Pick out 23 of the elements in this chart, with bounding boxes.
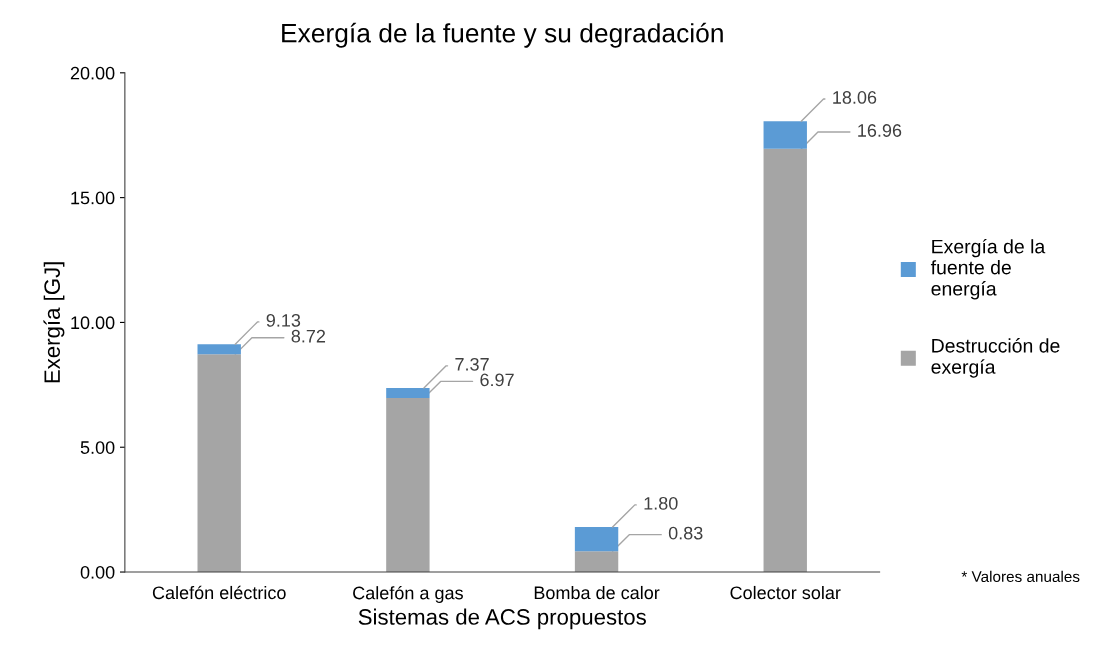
total-label: 1.80 (644, 496, 678, 510)
total-label: 9.13 (266, 313, 301, 327)
x-tick-label: Bomba de calor (534, 585, 660, 600)
data-label: 8.72 (291, 329, 326, 343)
y-axis-title: Exergía [GJ] (43, 262, 65, 383)
text: * Valores anuales (961, 570, 1080, 583)
data-label: 6.97 (480, 373, 514, 387)
y-tick-label: 20.00 (70, 66, 115, 80)
total-label: 18.06 (833, 91, 877, 104)
y-tick-label: 0.00 (80, 565, 115, 579)
y-tick-label: 10.00 (71, 316, 115, 330)
y-tick-label: 15.00 (71, 191, 115, 205)
data-label: 16.96 (858, 124, 902, 137)
y-tick-label: 5.00 (80, 441, 115, 454)
x-axis-title: Sistemas de ACS propuestos (358, 608, 646, 630)
total-label: 7.37 (455, 357, 489, 371)
legend-label: Exergía de la fuente de energía (930, 238, 1046, 300)
legend-label: Destrucción de exergía (931, 338, 1060, 378)
x-tick-label: Calefón a gas (353, 585, 463, 603)
x-tick-label: Calefón eléctrico (152, 585, 286, 600)
chart-title: Exergía de la fuente y su degradación (282, 22, 723, 48)
x-tick-label: Colector solar (730, 585, 841, 600)
data-label: 0.83 (668, 526, 703, 540)
